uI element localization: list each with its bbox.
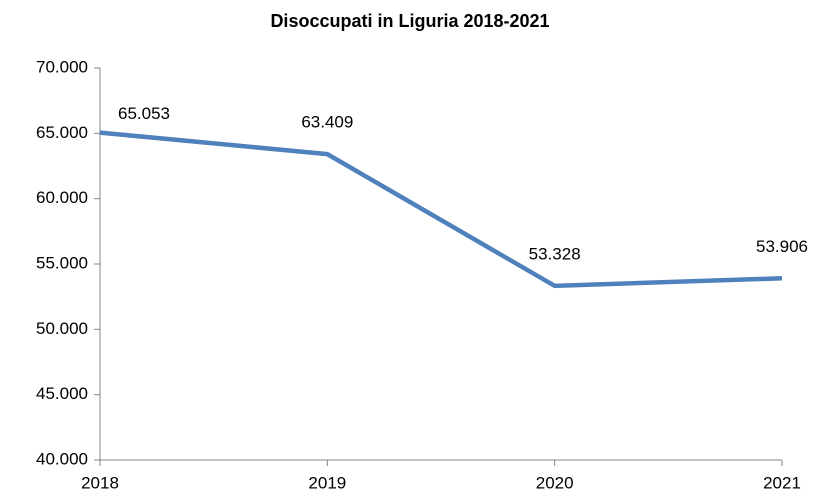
y-tick-label: 70.000 xyxy=(36,57,88,76)
data-label: 65.053 xyxy=(118,104,170,123)
y-tick-label: 65.000 xyxy=(36,123,88,142)
chart-title: Disoccupati in Liguria 2018-2021 xyxy=(270,11,549,31)
data-label: 53.328 xyxy=(529,244,581,263)
data-line xyxy=(99,130,783,289)
y-tick-label: 60.000 xyxy=(36,188,88,207)
y-tick-label: 40.000 xyxy=(36,449,88,468)
y-tick-label: 45.000 xyxy=(36,384,88,403)
data-label: 63.409 xyxy=(301,113,353,132)
x-tick-label: 2020 xyxy=(536,473,574,492)
x-tick-label: 2019 xyxy=(308,473,346,492)
y-tick-label: 50.000 xyxy=(36,319,88,338)
y-tick-label: 55.000 xyxy=(36,253,88,272)
x-tick-label: 2018 xyxy=(81,473,119,492)
x-tick-label: 2021 xyxy=(763,473,801,492)
data-label: 53.906 xyxy=(756,237,808,256)
